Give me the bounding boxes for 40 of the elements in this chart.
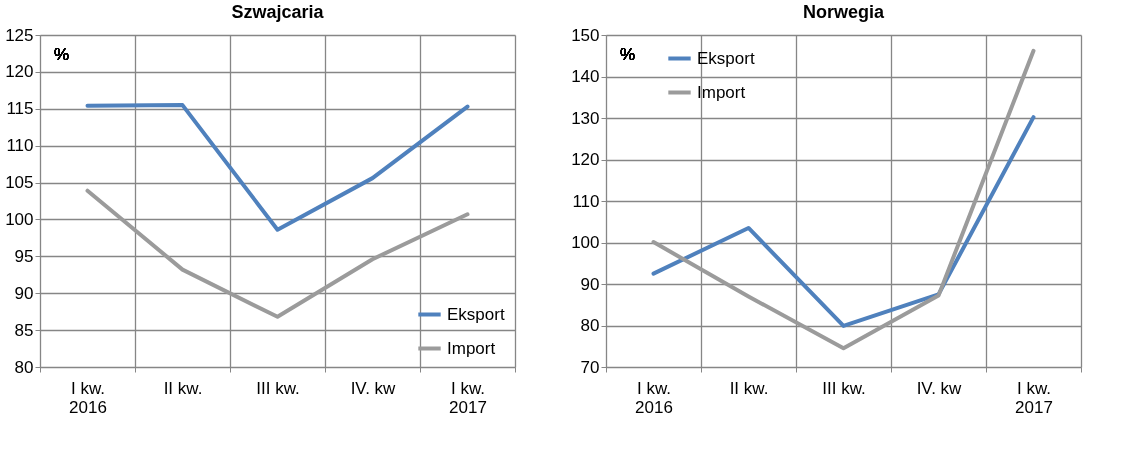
annotation: % [54, 45, 70, 64]
x-tick-label: I kw. 2017 [449, 378, 487, 417]
x-tick-label: III kw. [256, 378, 300, 398]
y-tick-label: 90 [580, 274, 600, 294]
x-tick-label: IV. kw [350, 378, 397, 398]
y-tick-label: 110 [572, 191, 600, 211]
y-tick-label: 130 [571, 108, 600, 128]
y-tick-label: 110 [6, 136, 34, 156]
y-tick-label: 140 [571, 67, 600, 86]
chart-title: Norwegia [802, 2, 885, 22]
y-tick-label: 120 [5, 62, 34, 82]
line-series [85, 103, 470, 232]
y-tick-label: 80 [580, 316, 600, 335]
y-tick-label: 105 [5, 173, 34, 193]
y-tick-label: 125 [5, 25, 34, 45]
x-tick-label: IV. kw [916, 378, 963, 398]
x-tick-label: II kw. [163, 378, 203, 398]
annotation: % [620, 45, 636, 64]
x-tick-label: I kw. 2016 [69, 378, 107, 417]
line-series [651, 115, 1036, 328]
y-tick-label: 120 [571, 150, 600, 169]
legend-label: Import [447, 338, 496, 358]
y-tick-label: 80 [14, 357, 34, 377]
y-tick-label: 95 [14, 246, 34, 266]
y-tick-label: 115 [6, 99, 34, 119]
x-tick-label: I kw. 2017 [1015, 378, 1053, 417]
y-tick-label: 90 [14, 283, 34, 303]
y-tick-label: 70 [580, 357, 600, 377]
y-tick-label: 100 [5, 209, 34, 229]
y-tick-label: 85 [14, 320, 34, 340]
y-tick-label: 150 [571, 25, 600, 45]
legend-label: Import [697, 82, 746, 102]
legend-label: Eksport [447, 304, 505, 324]
chart-title: Szwajcaria [231, 2, 325, 22]
legend-label: Eksport [697, 48, 755, 68]
x-tick-label: II kw. [729, 378, 769, 398]
x-tick-label: I kw. 2016 [635, 378, 673, 417]
x-tick-label: III kw. [822, 378, 866, 398]
y-tick-label: 100 [571, 233, 600, 252]
line-series [651, 48, 1036, 351]
